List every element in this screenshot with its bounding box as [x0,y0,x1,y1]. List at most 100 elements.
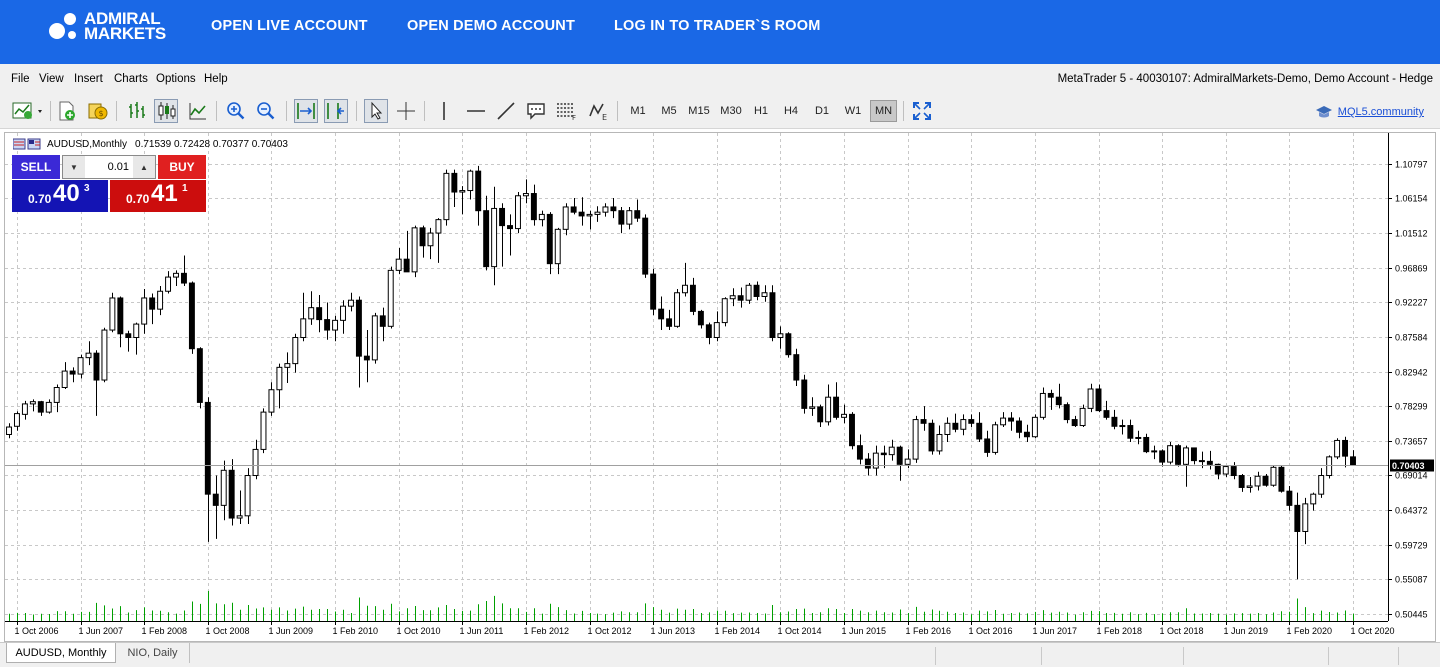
candle-bearish [968,419,975,424]
auto-scroll-button[interactable] [294,99,318,123]
new-chart-button[interactable] [10,99,46,123]
timeframe-m5[interactable]: M5 [661,105,677,117]
menu-help[interactable]: Help [204,73,228,85]
crosshair-tool-button[interactable] [394,99,418,123]
sell-price-prefix: 0.70 [28,192,52,206]
buy-price-pips: 41 [151,180,178,207]
graduation-cap-icon [1315,106,1332,118]
menu-options[interactable]: Options [156,73,196,85]
candle-bearish [666,318,673,327]
timeframe-mn[interactable]: MN [870,100,897,122]
timeframe-m1[interactable]: M1 [630,105,646,117]
candle-bullish [45,401,52,413]
candle-bullish [586,213,593,217]
candle-bullish [173,272,179,278]
timeframe-h1[interactable]: H1 [753,105,769,117]
price-chart[interactable]: 1.10797 1.06154 1.01512 0.96869 0.92227 0.875… [5,133,1435,641]
candle-bullish [872,452,879,469]
brand-header: ADMIRAL MARKETS OPEN LIVE ACCOUNT OPEN D… [0,0,1440,64]
admiral-markets-logo[interactable]: ADMIRAL MARKETS [48,10,178,45]
menu-charts[interactable]: Charts [114,73,148,85]
y-tick-label: 0.73657 [1395,437,1428,447]
candle-bullish [133,323,140,339]
new-order-button[interactable] [55,99,79,123]
lot-size-input[interactable] [85,156,131,178]
menu-bar: File View Insert Charts Options Help Met… [0,64,1440,94]
y-tick-label: 0.92227 [1395,298,1428,308]
candle-bullish [29,401,36,405]
candle-bearish [475,170,482,212]
candle-bearish [1103,410,1110,418]
buy-price-box[interactable]: 0.70 41 1 [110,180,206,212]
candle-bearish [689,284,696,312]
timeframe-m15[interactable]: M15 [688,105,710,117]
candle-bearish [316,307,323,321]
candle-bullish [538,213,545,221]
candle-bullish [1151,450,1158,453]
bar-chart-button[interactable] [124,99,148,123]
trendline-button[interactable] [494,99,518,123]
open-live-account-link[interactable]: OPEN LIVE ACCOUNT [211,18,368,34]
candle-bearish [379,315,386,327]
fullscreen-button[interactable] [910,99,934,123]
chart-tabs-bar: AUDUSD, Monthly NIO, Daily [0,642,1440,667]
vertical-line-button[interactable] [432,99,456,123]
menu-view[interactable]: View [39,73,64,85]
document-add-icon [59,101,75,121]
line-chart-button[interactable] [186,99,210,123]
current-price-label: 0.70403 [1392,461,1425,471]
timeframe-d1[interactable]: D1 [814,105,830,117]
candle-bearish [1095,388,1102,412]
y-tick-label: 0.78299 [1395,402,1428,412]
candle-bearish [451,172,458,193]
horizontal-line-button[interactable] [464,99,488,123]
traders-room-login-link[interactable]: LOG IN TO TRADER`S ROOM [614,18,821,34]
chart-shift-button[interactable] [324,99,348,123]
vertical-line-icon [443,102,445,120]
timeframe-w1[interactable]: W1 [844,105,862,117]
one-click-trading-panel: SELL ▼ ▲ BUY 0.70 40 3 0.70 41 1 [12,155,206,213]
candle-bearish [1008,417,1015,422]
candle-bullish [220,469,227,506]
candle-bearish [737,295,744,301]
sell-button[interactable]: SELL [12,155,60,179]
elliott-wave-button[interactable]: E [587,99,611,123]
zoom-out-button[interactable] [254,99,278,123]
fibonacci-button[interactable]: F [555,99,579,123]
candlestick-icon [158,102,176,120]
candlestick-chart-button[interactable] [154,99,178,123]
candle-bearish [849,413,855,447]
candle-bullish [1000,417,1007,426]
chart-symbol-label: AUDUSD,Monthly [47,138,128,150]
candle-bearish [880,452,887,456]
market-watch-button[interactable]: $ [86,99,110,123]
cursor-tool-button[interactable] [364,99,388,123]
chart-window[interactable]: 1.10797 1.06154 1.01512 0.96869 0.92227 0.875… [4,132,1436,642]
text-label-button[interactable] [524,99,548,123]
y-tick-label: 1.06154 [1395,194,1428,204]
buy-price-prefix: 0.70 [126,192,150,206]
sell-price-box[interactable]: 0.70 40 3 [12,180,108,212]
lot-decrease-button[interactable]: ▼ [63,156,85,178]
timeframe-h4[interactable]: H4 [783,105,799,117]
zoom-in-button[interactable] [224,99,248,123]
candle-bullish [411,227,418,273]
candle-bearish [1071,419,1078,427]
y-tick-label: 0.69014 [1395,471,1428,481]
open-demo-account-link[interactable]: OPEN DEMO ACCOUNT [407,18,576,34]
menu-file[interactable]: File [11,73,30,85]
candle-bearish [578,211,585,217]
mql5-community-link[interactable]: MQL5.community [1315,104,1424,120]
lot-increase-button[interactable]: ▲ [133,156,155,178]
candle-bullish [244,475,251,517]
candle-bearish [149,297,156,310]
candle-bearish [570,206,577,213]
timeframe-m30[interactable]: M30 [720,105,742,117]
tab-nio-daily[interactable]: NIO, Daily [116,643,190,663]
menu-insert[interactable]: Insert [74,73,103,85]
buy-button[interactable]: BUY [158,155,206,179]
candle-bullish [825,396,832,423]
tab-audusd-monthly[interactable]: AUDUSD, Monthly [6,643,116,663]
candle-bearish [69,370,76,375]
y-tick-label: 0.55087 [1395,575,1428,585]
